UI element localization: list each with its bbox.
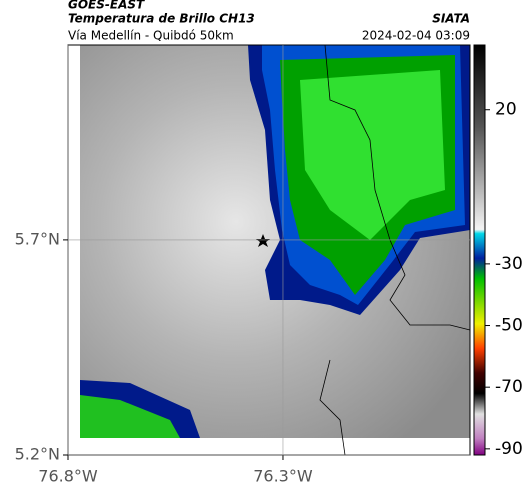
colorbar-label: -50 [495,316,523,336]
cloud-green2 [300,70,445,240]
agency: SIATA [432,12,470,26]
location: Vía Medellín - Quibdó 50km [68,29,234,43]
colorbar-label: 20 [495,100,517,120]
source: GOES-EAST [68,0,145,12]
colorbar [473,44,486,456]
datetime: 2024-02-04 03:09 [362,29,470,43]
cloud-sw2 [80,395,180,438]
colorbar-label: -90 [495,439,523,459]
y-tick-label: 5.7°N [15,229,60,248]
location-marker [256,234,270,247]
colorbar-label: -30 [495,254,523,274]
imagery [68,44,471,456]
x-tick-label: 76.3°W [253,467,313,486]
colorbar-label: -70 [495,377,523,397]
y-tick-label: 5.2°N [15,445,60,464]
x-tick-label: 76.8°W [38,467,98,486]
product: Temperatura de Brillo CH13 [68,12,255,26]
